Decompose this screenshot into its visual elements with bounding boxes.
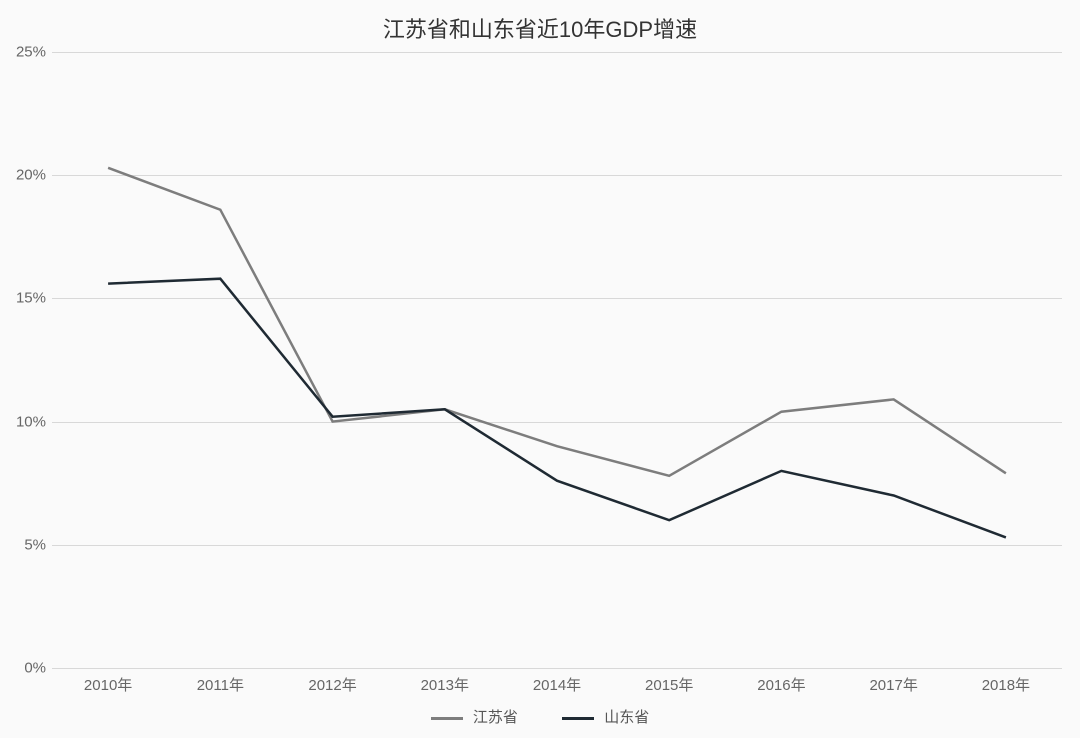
gridline [52, 668, 1062, 669]
chart-title: 江苏省和山东省近10年GDP增速 [0, 12, 1080, 44]
x-tick-label: 2010年 [84, 674, 132, 695]
y-tick-label: 5% [0, 536, 46, 553]
series-line-shandong [108, 279, 1006, 538]
series-line-jiangsu [108, 168, 1006, 476]
x-tick-label: 2012年 [308, 674, 356, 695]
legend-swatch [431, 717, 463, 720]
y-tick-label: 10% [0, 413, 46, 430]
legend-item: 山东省 [562, 706, 649, 727]
y-tick-label: 0% [0, 660, 46, 677]
x-tick-label: 2014年 [533, 674, 581, 695]
legend-label: 江苏省 [473, 709, 518, 726]
x-tick-label: 2017年 [869, 674, 917, 695]
legend-swatch [562, 717, 594, 720]
y-tick-label: 25% [0, 44, 46, 61]
chart-plot [52, 52, 1062, 668]
chart-legend: 江苏省 山东省 [0, 706, 1080, 727]
y-tick-label: 20% [0, 167, 46, 184]
x-tick-label: 2013年 [421, 674, 469, 695]
chart-container: 江苏省和山东省近10年GDP增速 0% 5% 10% 15% 20% 25% 2… [0, 0, 1080, 738]
legend-item: 江苏省 [431, 706, 518, 727]
y-tick-label: 15% [0, 290, 46, 307]
x-tick-label: 2016年 [757, 674, 805, 695]
legend-label: 山东省 [604, 709, 649, 726]
x-tick-label: 2018年 [982, 674, 1030, 695]
x-tick-label: 2011年 [197, 674, 244, 695]
x-tick-label: 2015年 [645, 674, 693, 695]
